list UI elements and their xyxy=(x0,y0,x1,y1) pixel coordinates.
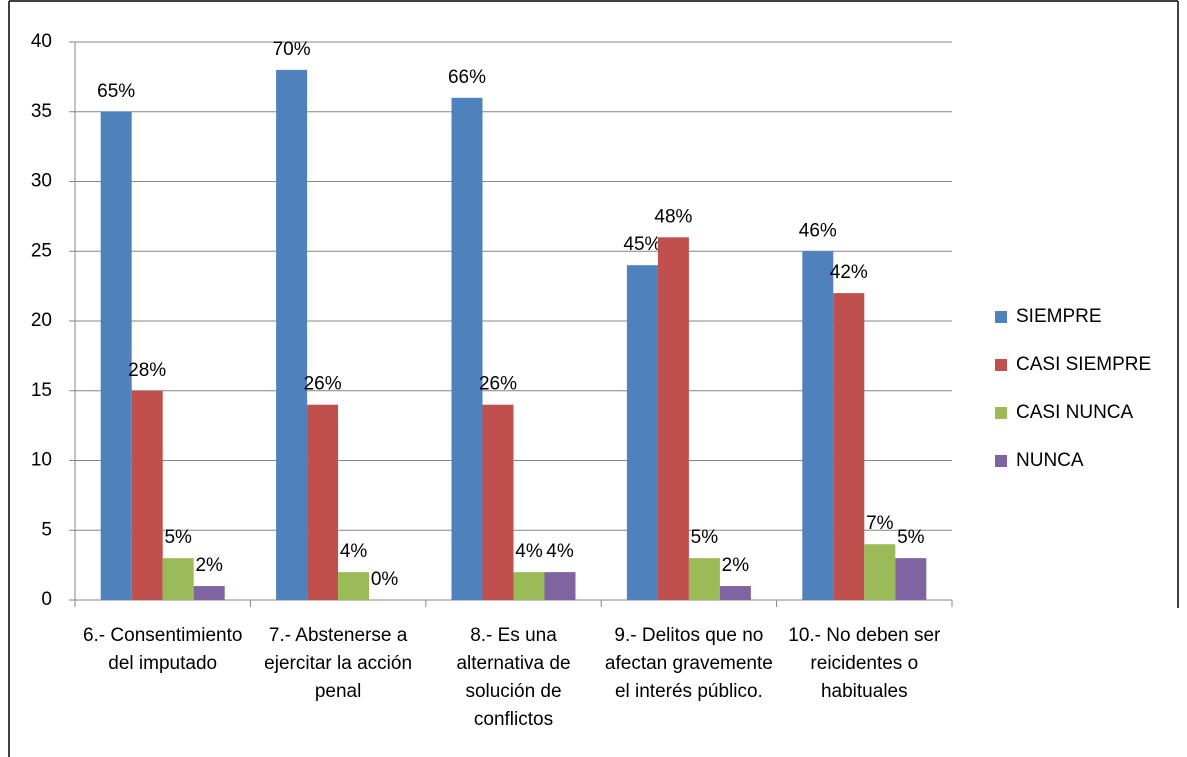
data-label: 2% xyxy=(722,555,750,576)
data-label: 5% xyxy=(164,527,192,548)
data-label: 70% xyxy=(273,39,311,60)
data-label: 4% xyxy=(340,541,368,562)
x-tick-label: 10.- No deben ser reicidentes o habitual… xyxy=(788,625,941,702)
data-label: 5% xyxy=(691,527,719,548)
bar xyxy=(162,558,194,600)
bar xyxy=(482,404,514,600)
data-label: 26% xyxy=(479,374,517,395)
y-tick-label: 25 xyxy=(31,240,52,261)
data-label: 66% xyxy=(448,67,486,88)
data-label: 2% xyxy=(195,555,223,576)
y-tick-label: 5 xyxy=(41,519,52,540)
bar xyxy=(100,111,132,600)
y-tick-label: 20 xyxy=(31,310,52,331)
bar xyxy=(193,586,225,600)
bar xyxy=(688,558,720,600)
data-label: 42% xyxy=(830,262,868,283)
data-label: 65% xyxy=(97,81,135,102)
data-label: 28% xyxy=(128,360,166,381)
legend-label: CASI SIEMPRE xyxy=(1016,354,1151,375)
bar xyxy=(626,265,658,600)
x-tick-label: 9.- Delitos que no afectan gravemente el… xyxy=(604,625,773,702)
bar xyxy=(802,251,834,600)
bar xyxy=(451,97,483,601)
y-tick-label: 10 xyxy=(31,450,52,471)
y-tick-label: 0 xyxy=(41,589,52,610)
bar xyxy=(513,572,545,600)
legend-label: NUNCA xyxy=(1016,450,1084,471)
bar xyxy=(276,69,308,600)
data-label: 4% xyxy=(515,541,543,562)
data-label: 48% xyxy=(654,206,692,227)
bar xyxy=(895,558,927,600)
data-label: 46% xyxy=(799,220,837,241)
bar xyxy=(833,293,865,600)
data-label: 7% xyxy=(866,513,894,534)
y-tick-label: 35 xyxy=(31,101,52,122)
data-label: 0% xyxy=(371,569,399,590)
bar xyxy=(864,544,896,600)
y-tick-label: 40 xyxy=(31,31,52,52)
bar xyxy=(307,404,339,600)
bar xyxy=(719,586,751,600)
bar xyxy=(338,572,370,600)
bar xyxy=(131,390,163,600)
y-tick-label: 30 xyxy=(31,171,52,192)
data-label: 45% xyxy=(623,234,661,255)
x-tick-label: 6.- Consentimiento del imputado xyxy=(82,625,243,674)
data-label: 26% xyxy=(304,374,342,395)
legend-swatch xyxy=(995,455,1007,467)
y-tick-label: 15 xyxy=(31,380,52,401)
x-tick-label: 8.- Es una alternativa de solución de co… xyxy=(456,625,571,730)
legend-label: SIEMPRE xyxy=(1016,306,1102,327)
legend-swatch xyxy=(995,311,1007,323)
bar xyxy=(657,237,689,601)
data-label: 4% xyxy=(546,541,574,562)
data-label: 5% xyxy=(897,527,925,548)
legend-label: CASI NUNCA xyxy=(1016,402,1134,423)
legend-swatch xyxy=(995,407,1007,419)
bar xyxy=(544,572,576,600)
legend-swatch xyxy=(995,359,1007,371)
x-tick-label: 7.- Abstenerse a ejercitar la acción pen… xyxy=(264,625,413,702)
